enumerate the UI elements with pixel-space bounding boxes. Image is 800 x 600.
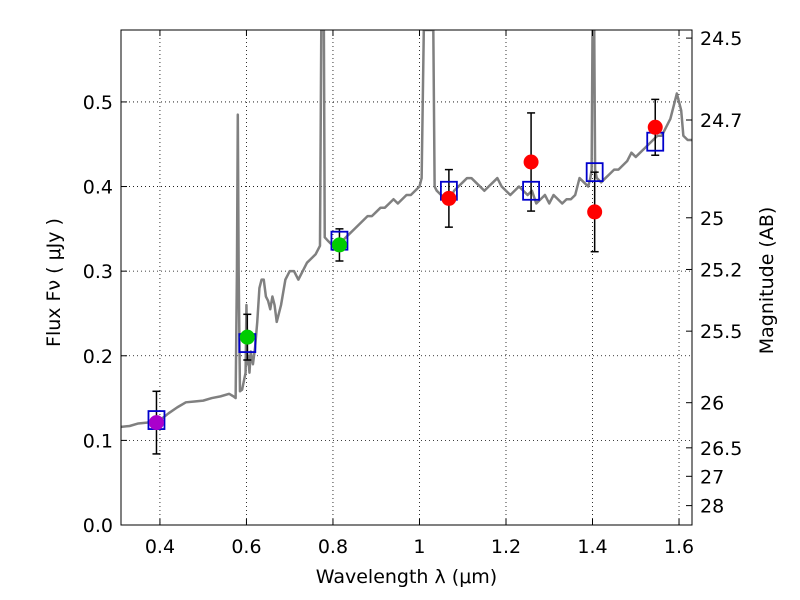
observed-photometry-point [523,154,539,170]
observed-photometry-point [148,415,164,431]
plot-frame [120,29,693,526]
observed-photometry-point [441,190,457,206]
y-tick-label-left: 0.2 [83,346,113,368]
x-tick-label: 0.6 [231,536,261,558]
y-tick-label-right: 24.5 [700,28,742,50]
model-photometry-square [522,180,540,201]
y-tick-label-left: 0.5 [83,92,113,114]
y-tick-label-right: 24.7 [700,110,742,132]
x-axis-label: Wavelength λ (μm) [316,566,497,588]
x-tick-label: 1 [413,536,425,558]
y-tick-label-right: 25.2 [700,259,742,281]
observed-photometry-point [331,237,347,253]
x-tick-label: 1.6 [664,536,694,558]
y-tick-label-left: 0.1 [83,430,113,452]
y-tick-label-right: 26.5 [700,438,742,460]
y-tick-label-right: 26 [700,393,724,415]
x-tick-label: 1.4 [577,536,607,558]
y-axis-label-right: Magnitude (AB) [756,207,778,355]
y-tick-label-right: 25 [700,208,724,230]
y-tick-label-right: 27 [700,466,724,488]
plot-area [121,30,692,455]
y-tick-label-right: 28 [700,496,724,518]
x-tick-label: 0.4 [145,536,175,558]
x-tick-label: 0.8 [318,536,348,558]
observed-photometry-point [239,329,255,345]
y-tick-label-left: 0.4 [83,177,113,199]
y-tick-label-left: 0.3 [83,261,113,283]
y-axis-label-left: Flux Fν ( μJy ) [43,218,65,347]
model-photometry-square [585,162,604,183]
y-tick-label-left: 0.0 [83,515,113,537]
y-tick-label-right: 25.5 [700,321,742,343]
observed-photometry-point [587,204,603,220]
axis-ticks: 0.4 0.6 0.8 1 1.2 1.4 1.6 0.0 0.1 0.2 0.3 0.4 0.5 24.… [83,28,743,558]
model-spectrum-line [121,30,692,429]
observed-photometry-point [647,119,663,135]
x-tick-label: 1.2 [491,536,521,558]
grid-lines [121,30,692,526]
